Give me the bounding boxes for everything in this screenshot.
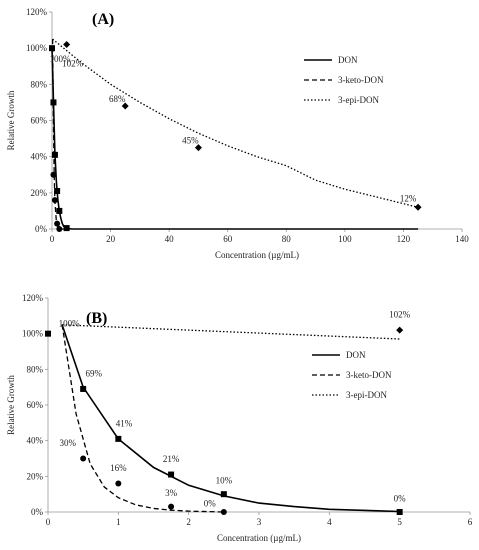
y-tick-label: 60% <box>31 116 48 126</box>
data-label: 12% <box>400 193 417 203</box>
data-label: 68% <box>109 94 126 104</box>
series-line-3-epi-don <box>62 324 400 340</box>
x-tick-label: 20 <box>106 234 116 244</box>
data-point-3-keto-don <box>56 226 63 232</box>
x-axis-title: Concentration (µg/mL) <box>217 533 301 543</box>
x-tick-label: 80 <box>282 234 292 244</box>
data-label: 0% <box>394 493 407 503</box>
y-axis-title: Relative Growth <box>6 375 16 435</box>
x-axis-title: Concentration (µg/mL) <box>215 250 299 260</box>
y-tick-label: 100% <box>22 329 44 339</box>
legend-label: 3-epi-DON <box>346 390 387 400</box>
y-tick-label: 120% <box>22 293 44 303</box>
x-tick-label: 40 <box>165 234 175 244</box>
data-label: 3% <box>165 488 178 498</box>
x-tick-label: 3 <box>257 517 262 527</box>
series-line-don <box>61 324 400 513</box>
data-label: 69% <box>85 368 102 378</box>
legend-label: 3-epi-DON <box>338 95 379 105</box>
legend: DON 3-keto-DON 3-epi-DON <box>312 350 392 400</box>
data-label: 102% <box>389 310 411 320</box>
chart-panel-b: 0% 20% 40% 60% 80% 100% 120% 0 1 2 3 4 5 6 Concentrati… <box>6 293 473 543</box>
y-tick-label: 80% <box>27 364 44 374</box>
data-label: 10% <box>216 475 233 485</box>
series-line-3-keto-don <box>51 39 70 230</box>
x-tick-label: 2 <box>186 517 191 527</box>
chart-panel-a: 0% 20% 40% 60% 80% 100% 120% 0 20 40 60 80 100 120 140… <box>6 7 469 260</box>
x-tick-label: 120 <box>397 234 411 244</box>
data-point-3-epi-don <box>396 326 404 334</box>
data-label: 41% <box>116 418 133 428</box>
data-point-don <box>396 509 403 515</box>
data-point-3-epi-don <box>63 41 71 49</box>
y-tick-label: 0% <box>35 224 48 234</box>
data-point-3-epi-don <box>121 102 129 110</box>
legend-label: DON <box>338 55 358 65</box>
data-point-3-keto-don <box>80 455 87 462</box>
panel-label: (B) <box>86 310 107 327</box>
y-tick-label: 20% <box>31 188 48 198</box>
legend-label: 3-keto-DON <box>346 370 392 380</box>
series-line-3-keto-don <box>61 324 224 513</box>
data-label: 45% <box>182 136 199 146</box>
y-tick-label: 120% <box>26 7 48 17</box>
y-tick-label: 20% <box>27 471 44 481</box>
data-point-don <box>115 435 122 442</box>
legend-label: 3-keto-DON <box>338 75 384 85</box>
y-tick-label: 40% <box>27 436 44 446</box>
y-tick-label: 40% <box>31 152 48 162</box>
data-point-don <box>56 207 63 214</box>
x-tick-label: 100 <box>338 234 352 244</box>
y-tick-label: 100% <box>26 43 48 53</box>
data-point-don <box>80 385 87 392</box>
data-point-3-epi-don <box>414 203 422 211</box>
data-point-don <box>220 491 227 498</box>
x-tick-label: 0 <box>46 517 51 527</box>
data-point-don <box>63 225 70 232</box>
data-point-3-keto-don <box>220 509 227 515</box>
data-point-3-epi-don <box>194 144 202 152</box>
y-tick-label: 80% <box>31 79 48 89</box>
x-tick-label: 5 <box>397 517 402 527</box>
data-label: 102% <box>62 59 84 69</box>
data-point-don <box>168 471 175 478</box>
x-tick-label: 60 <box>223 234 233 244</box>
y-tick-label: 60% <box>27 400 44 410</box>
y-axis-title: Relative Growth <box>6 90 16 150</box>
legend: DON 3-keto-DON 3-epi-DON <box>304 55 384 105</box>
data-point-don <box>45 330 51 337</box>
data-point-don <box>51 151 58 158</box>
data-label: 0% <box>204 499 217 509</box>
data-label: 100% <box>59 319 81 329</box>
x-tick-label: 6 <box>468 517 473 527</box>
panel-label: (A) <box>92 11 114 28</box>
data-point-3-keto-don <box>54 220 61 227</box>
data-label: 16% <box>110 463 127 473</box>
x-tick-label: 140 <box>455 234 469 244</box>
x-tick-label: 1 <box>116 517 121 527</box>
x-tick-label: 0 <box>50 234 55 244</box>
data-point-don <box>54 188 61 195</box>
data-point-3-keto-don <box>168 503 175 510</box>
y-tick-label: 0% <box>31 507 44 517</box>
data-label: 100% <box>50 54 72 64</box>
data-point-3-keto-don <box>50 171 57 178</box>
data-point-don <box>49 45 55 52</box>
legend-label: DON <box>346 350 366 360</box>
x-tick-label: 4 <box>327 517 332 527</box>
data-point-3-keto-don <box>115 480 122 487</box>
data-point-don <box>50 99 57 106</box>
data-point-3-keto-don <box>51 197 58 204</box>
series-line-3-epi-don <box>52 38 419 208</box>
data-label: 30% <box>59 438 76 448</box>
data-label: 21% <box>163 454 180 464</box>
